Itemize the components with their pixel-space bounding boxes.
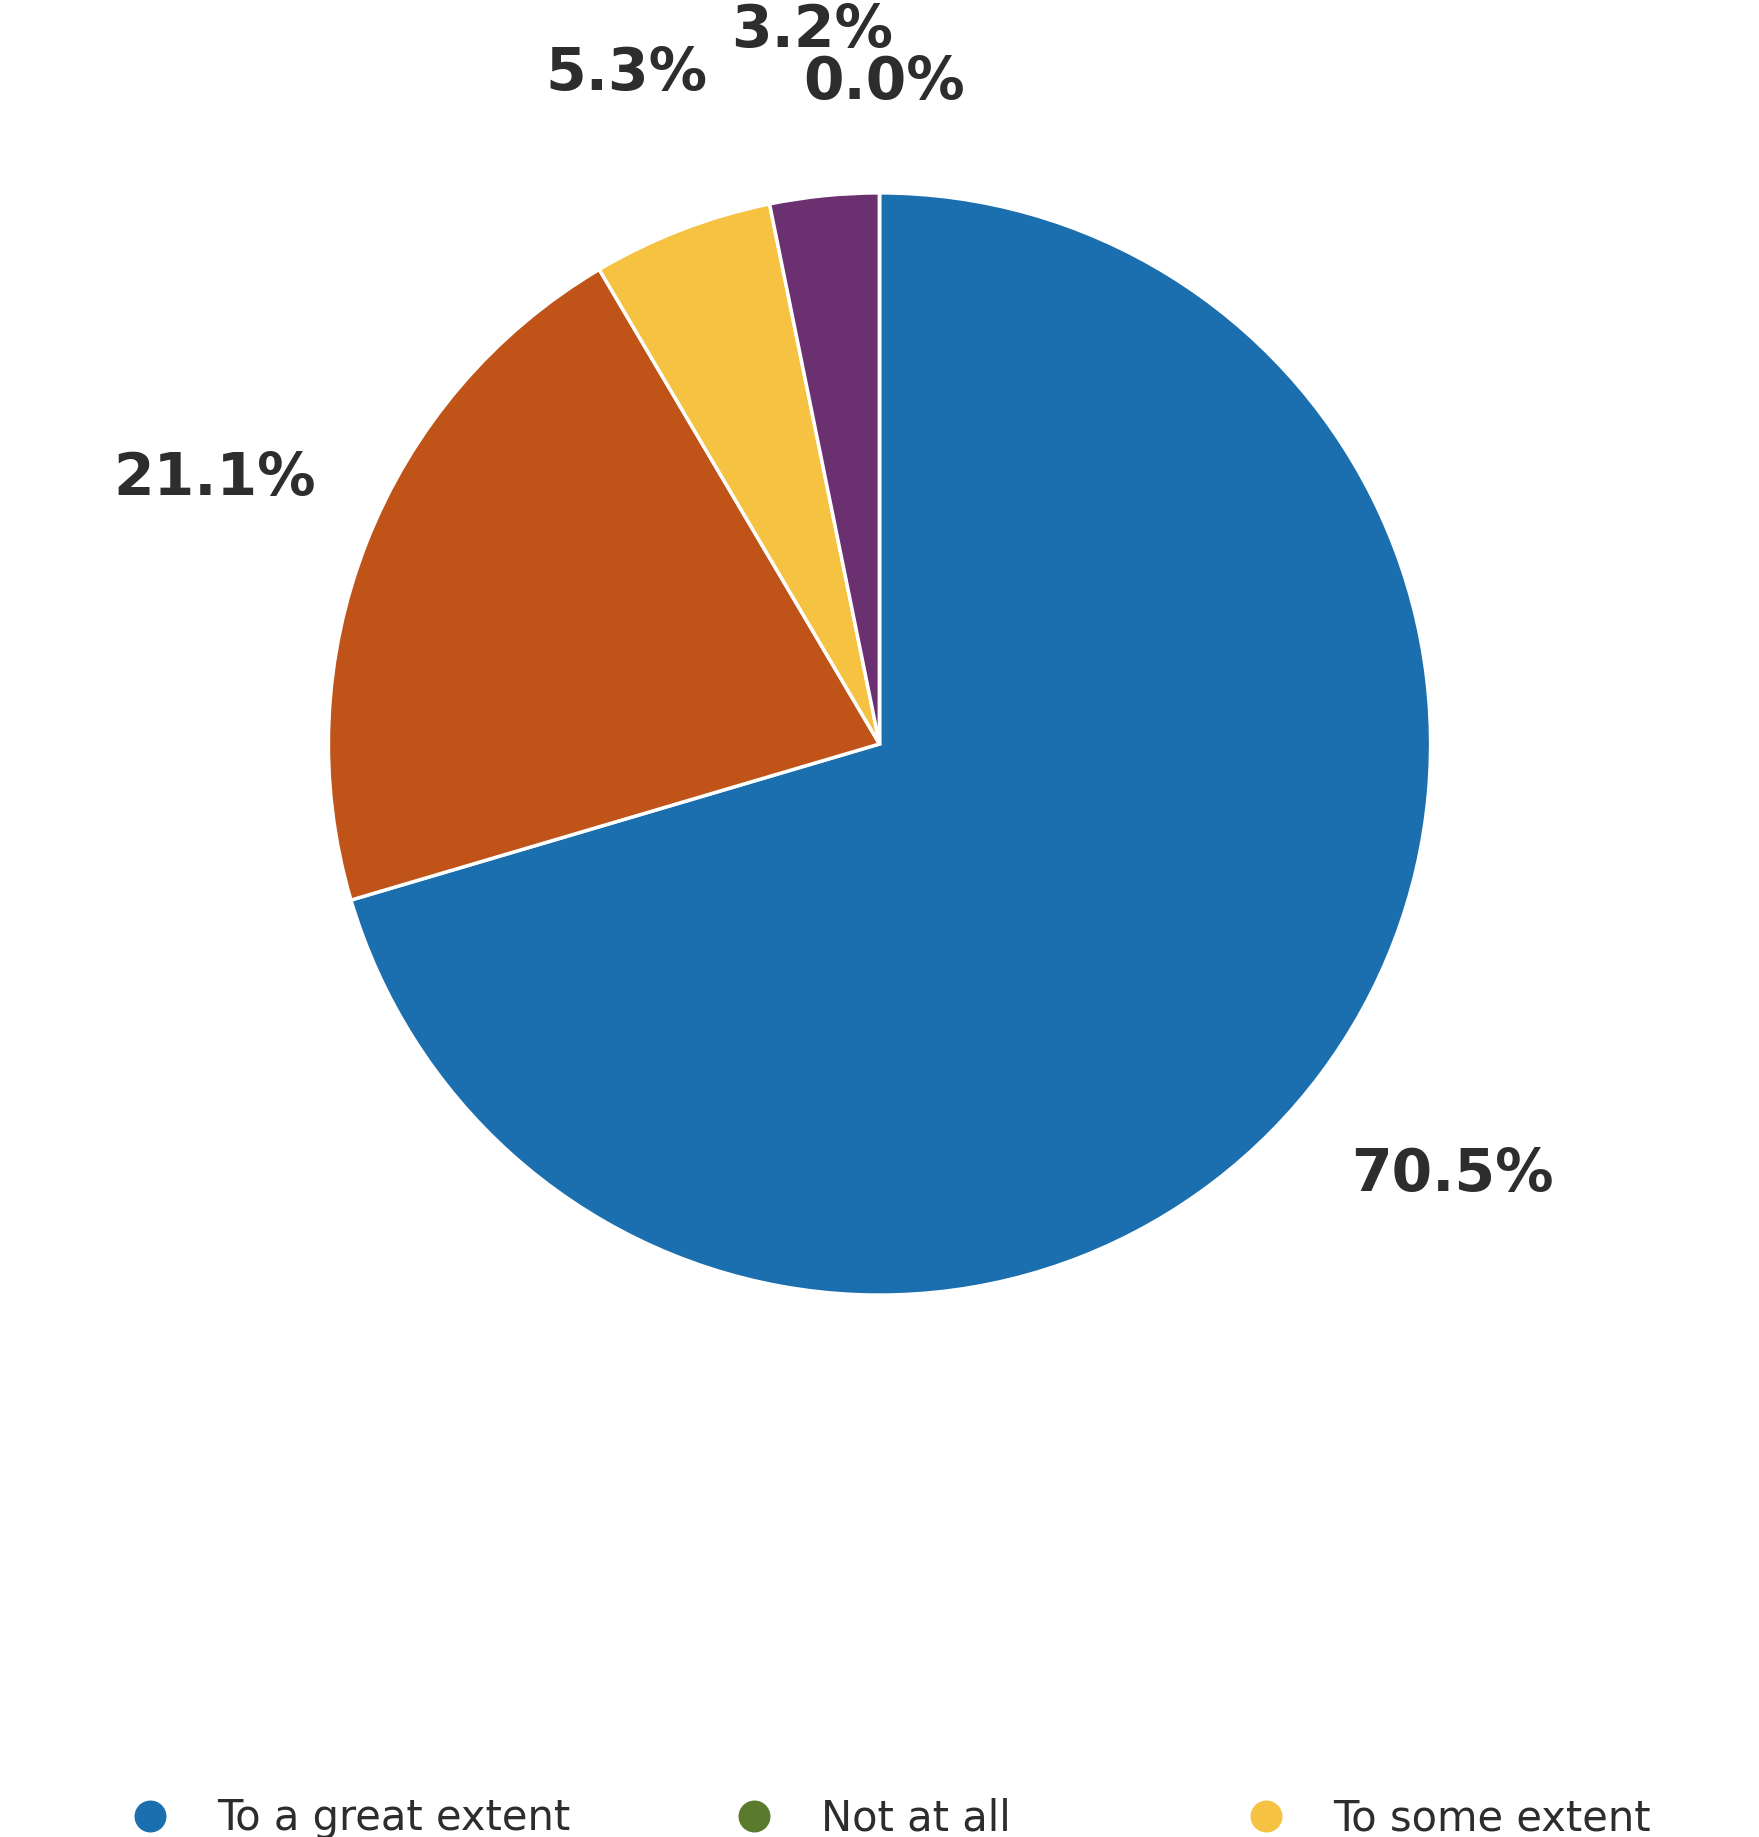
Text: 21.1%: 21.1% <box>113 450 315 507</box>
Wedge shape <box>600 204 880 744</box>
Wedge shape <box>329 270 880 900</box>
Text: 0.0%: 0.0% <box>802 53 964 112</box>
Text: 3.2%: 3.2% <box>732 2 894 59</box>
Wedge shape <box>352 193 1430 1295</box>
Legend: To a great extent, To a moderate extent, Not at all, To a small extent, To some : To a great extent, To a moderate extent,… <box>91 1780 1668 1837</box>
Text: 5.3%: 5.3% <box>545 46 707 103</box>
Text: 70.5%: 70.5% <box>1351 1146 1553 1203</box>
Wedge shape <box>769 193 880 744</box>
